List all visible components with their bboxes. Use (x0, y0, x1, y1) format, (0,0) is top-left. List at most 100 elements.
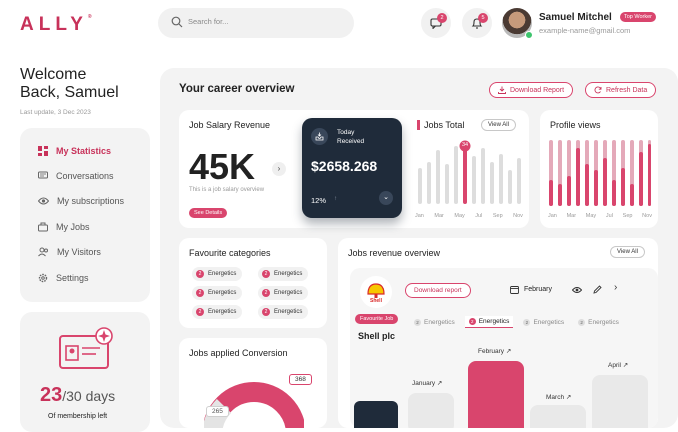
online-status-dot (525, 31, 533, 39)
chip-count: 2 (262, 289, 270, 297)
profile-views-chart (549, 140, 651, 206)
jobs-bar-highlight (463, 146, 467, 204)
overview-title: Your career overview (179, 83, 295, 95)
tab-label: Energetics (424, 318, 455, 326)
jobs-revenue-card: Jobs revenue overview View All Shell Dow… (338, 238, 658, 428)
month-selector[interactable]: February (510, 285, 552, 294)
days-total: /30 days (62, 388, 116, 404)
today-received-label: Today Received (337, 128, 364, 146)
conversion-value-a: 368 (289, 374, 312, 385)
calendar-icon (510, 286, 519, 294)
see-details-button[interactable]: See Details (189, 208, 228, 218)
tab-count: 2 (578, 318, 586, 326)
revenue-bar-january (408, 393, 454, 428)
sidebar-item-label: My Statistics (56, 146, 112, 156)
profile-views-card: Profile views (540, 110, 658, 228)
chip-label: Energetics (208, 309, 237, 315)
tab-label: Energetics (533, 318, 565, 326)
category-chip[interactable]: 2 Energetics (258, 267, 309, 281)
views-bar (603, 158, 607, 206)
sidebar-item-label: My Visitors (57, 247, 101, 257)
month-label: Nov (513, 213, 523, 219)
category-chip[interactable]: 2 Energetics (258, 286, 309, 300)
refresh-data-label: Refresh Data (606, 86, 648, 94)
search-bar[interactable]: Search for... (158, 8, 354, 38)
category-tabs: 2 Energetics 2 Energetics 2 Energetics 2 Ene… (410, 316, 623, 328)
shell-logo: Shell (360, 276, 392, 308)
jobs-badge-circle (459, 140, 471, 152)
user-badge: Top Worker (620, 12, 657, 22)
salary-value: 45K (189, 146, 256, 187)
sidebar-item-my-jobs[interactable]: My Jobs (38, 222, 90, 232)
month-selector-label: February (524, 286, 553, 293)
sidebar-item-conversations[interactable]: Conversations (38, 171, 114, 181)
favourite-categories-title: Favourite categories (189, 248, 271, 258)
grid-icon (38, 146, 48, 156)
tab-energetics[interactable]: 2 Energetics (410, 316, 459, 328)
category-chip[interactable]: 2 Energetics (192, 305, 243, 319)
sidebar-item-my-statistics[interactable]: My Statistics (38, 146, 111, 156)
month-label: May (454, 213, 465, 219)
views-bar (630, 184, 634, 206)
favourite-job-tag: Favourite Job (355, 314, 399, 324)
tab-count: 2 (414, 318, 421, 326)
bar-label-march: March ↗ (546, 394, 572, 401)
tab-energetics[interactable]: 2 Energetics (519, 316, 568, 328)
month-label: Jul (475, 213, 483, 219)
career-overview-panel: Your career overview Download Report Ref… (160, 68, 678, 428)
chevron-right-icon[interactable]: › (614, 282, 618, 293)
tab-energetics[interactable]: 2 Energetics (574, 316, 623, 328)
views-bar (549, 180, 553, 206)
jobs-bar (499, 154, 503, 204)
month-label: Nov (642, 213, 652, 219)
edit-icon[interactable] (593, 285, 602, 294)
shell-logo-text: Shell (370, 298, 382, 304)
logo-text: ALLY (20, 14, 88, 35)
notifications-button[interactable]: 5 (462, 8, 492, 38)
views-bar (594, 170, 598, 206)
tab-label: Energetics (588, 318, 619, 326)
refresh-data-button[interactable]: Refresh Data (585, 82, 657, 98)
search-placeholder: Search for... (188, 17, 229, 26)
download-report-button-secondary[interactable]: Download report (405, 283, 471, 298)
avatar[interactable] (502, 8, 533, 39)
month-label: Jan (415, 213, 424, 219)
views-bar (576, 148, 580, 206)
bar-label-january: January ↗ (412, 380, 443, 387)
month-label: Mar (434, 213, 444, 219)
sidebar-item-settings[interactable]: Settings (38, 273, 89, 283)
tab-energetics-active[interactable]: 2 Energetics (464, 316, 514, 328)
logo[interactable]: ALLY® (20, 14, 92, 36)
jobs-revenue-view-all-button[interactable]: View All (610, 246, 645, 258)
conversion-value-b: 265 (206, 406, 229, 417)
bell-icon (471, 18, 483, 29)
month-label: Jul (605, 213, 613, 219)
eye-icon[interactable] (572, 286, 582, 294)
download-report-button[interactable]: Download Report (489, 82, 574, 98)
company-name: Shell plc (358, 331, 396, 341)
sidebar-item-my-visitors[interactable]: My Visitors (38, 247, 101, 257)
chevron-right-icon[interactable]: › (272, 162, 286, 176)
category-chip[interactable]: 2 Energetics (192, 267, 243, 281)
category-chip[interactable]: 2 Energetics (258, 305, 309, 319)
tab-count: 2 (468, 318, 476, 325)
views-bar (648, 144, 651, 206)
jobs-total-view-all-button[interactable]: View All (481, 119, 516, 131)
sidebar-item-label: My subscriptions (57, 196, 125, 206)
jobs-bar (508, 170, 512, 204)
jobs-bar (472, 156, 476, 204)
user-name: Samuel Mitchel (539, 12, 612, 23)
category-chip[interactable]: 2 Energetics (192, 286, 243, 300)
inbox-icon (311, 128, 328, 145)
profile-views-title: Profile views (550, 120, 601, 130)
views-bar (612, 180, 616, 206)
chip-count: 2 (196, 308, 204, 316)
notifications-count-badge: 5 (478, 13, 488, 23)
messages-button[interactable]: 2 (421, 8, 451, 38)
jobs-bar (418, 168, 422, 204)
chevron-down-icon[interactable]: ⌄ (379, 191, 393, 205)
gear-icon (38, 273, 48, 283)
jobs-bar (436, 150, 440, 204)
sidebar-item-my-subscriptions[interactable]: My subscriptions (38, 196, 124, 206)
jobs-total-marker (417, 120, 420, 130)
